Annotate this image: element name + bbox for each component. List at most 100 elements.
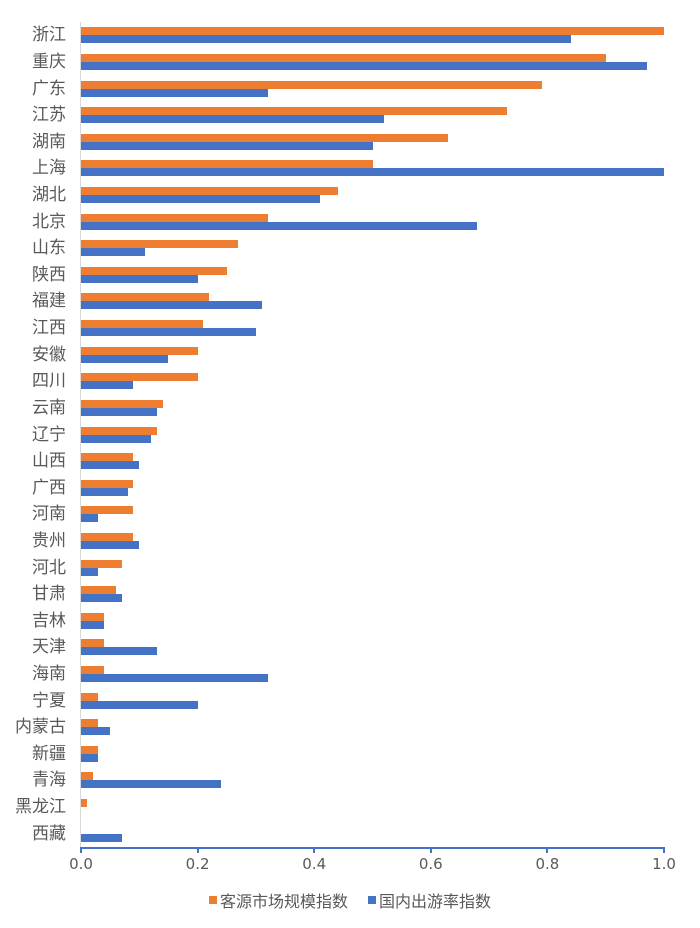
bar-market-size[interactable] <box>81 506 134 515</box>
bar-travel-rate[interactable] <box>81 407 157 416</box>
bar-market-size[interactable] <box>81 213 268 222</box>
bar-market-size[interactable] <box>81 160 373 169</box>
bar-travel-rate[interactable] <box>81 647 157 656</box>
bar-travel-rate[interactable] <box>81 141 373 150</box>
bar-market-size[interactable] <box>81 586 116 595</box>
bar-travel-rate[interactable] <box>81 727 111 736</box>
bar-market-size[interactable] <box>81 240 239 249</box>
bar-travel-rate[interactable] <box>81 674 268 683</box>
x-tick-label: 0.2 <box>185 855 210 873</box>
bar-market-size[interactable] <box>81 745 99 754</box>
bar-travel-rate[interactable] <box>81 301 262 310</box>
x-tick-mark <box>546 847 549 853</box>
bar-market-size[interactable] <box>81 373 198 382</box>
bar-travel-rate[interactable] <box>81 487 128 496</box>
x-tick-label: 0.4 <box>302 855 327 873</box>
category-label: 安徽 <box>32 344 66 365</box>
bar-travel-rate[interactable] <box>81 354 169 363</box>
legend-label: 客源市场规模指数 <box>219 892 348 911</box>
bar-market-size[interactable] <box>81 133 449 142</box>
bar-market-size[interactable] <box>81 612 105 621</box>
category-label: 宁夏 <box>32 690 66 711</box>
x-tick-mark <box>663 847 665 853</box>
category-label: 河南 <box>32 504 66 525</box>
bar-market-size[interactable] <box>81 399 163 408</box>
legend: 客源市场规模指数 国内出游率指数 <box>0 888 700 912</box>
bar-market-size[interactable] <box>81 53 606 62</box>
bar-market-size[interactable] <box>81 320 204 329</box>
bar-travel-rate[interactable] <box>81 61 647 70</box>
bar-market-size[interactable] <box>81 266 227 275</box>
category-label: 内蒙古 <box>15 717 66 738</box>
category-label: 广东 <box>32 78 66 99</box>
bar-travel-rate[interactable] <box>81 700 198 709</box>
bar-travel-rate[interactable] <box>81 620 105 629</box>
category-label: 山西 <box>32 451 66 472</box>
bar-travel-rate[interactable] <box>81 194 321 203</box>
x-tick-mark <box>196 847 199 853</box>
legend-label: 国内出游率指数 <box>379 892 492 911</box>
bar-travel-rate[interactable] <box>81 381 134 390</box>
category-label: 江西 <box>32 318 66 339</box>
bar-market-size[interactable] <box>81 453 134 462</box>
bar-travel-rate[interactable] <box>81 328 256 337</box>
bar-travel-rate[interactable] <box>81 594 122 603</box>
bar-market-size[interactable] <box>81 799 87 808</box>
x-tick-label: 0.6 <box>418 855 443 873</box>
category-label: 广西 <box>32 477 66 498</box>
bar-travel-rate[interactable] <box>81 248 146 257</box>
category-label: 山东 <box>32 238 66 259</box>
bar-travel-rate[interactable] <box>81 115 385 124</box>
bar-market-size[interactable] <box>81 666 105 675</box>
bar-market-size[interactable] <box>81 639 105 648</box>
bar-market-size[interactable] <box>81 479 134 488</box>
category-label: 河北 <box>32 557 66 578</box>
bar-market-size[interactable] <box>81 719 99 728</box>
bar-travel-rate[interactable] <box>81 434 151 443</box>
category-label: 黑龙江 <box>15 797 66 818</box>
bar-market-size[interactable] <box>81 186 338 195</box>
bar-market-size[interactable] <box>81 772 93 781</box>
bar-market-size[interactable] <box>81 27 664 36</box>
bar-market-size[interactable] <box>81 80 542 89</box>
category-label: 天津 <box>32 637 66 658</box>
bar-travel-rate[interactable] <box>81 540 140 549</box>
category-label: 甘肃 <box>32 584 66 605</box>
bar-market-size[interactable] <box>81 559 122 568</box>
legend-item-market-size[interactable]: 客源市场规模指数 <box>208 888 348 912</box>
bar-market-size[interactable] <box>81 692 99 701</box>
x-tick-mark <box>313 847 316 853</box>
category-label: 陕西 <box>32 264 66 285</box>
bar-market-size[interactable] <box>81 532 134 541</box>
bar-travel-rate[interactable] <box>81 780 221 789</box>
x-axis-line <box>81 847 665 849</box>
category-label: 湖南 <box>32 131 66 152</box>
bar-market-size[interactable] <box>81 426 157 435</box>
category-label: 新疆 <box>32 743 66 764</box>
bar-travel-rate[interactable] <box>81 753 99 762</box>
category-label: 云南 <box>32 397 66 418</box>
bar-travel-rate[interactable] <box>81 461 140 470</box>
bar-travel-rate[interactable] <box>81 567 99 576</box>
legend-swatch-blue-icon <box>368 896 376 904</box>
legend-swatch-orange-icon <box>208 896 217 904</box>
y-axis-line <box>80 22 81 848</box>
bar-travel-rate[interactable] <box>81 168 664 177</box>
x-tick-label: 0.0 <box>69 855 93 873</box>
bar-market-size[interactable] <box>81 346 198 355</box>
legend-item-travel-rate[interactable]: 国内出游率指数 <box>368 888 491 912</box>
category-label: 北京 <box>32 211 66 232</box>
x-tick-label: 1.0 <box>652 855 676 873</box>
bar-travel-rate[interactable] <box>81 514 99 523</box>
x-tick-mark <box>429 847 432 853</box>
bar-travel-rate[interactable] <box>81 274 198 283</box>
category-label: 吉林 <box>32 610 66 631</box>
bar-travel-rate[interactable] <box>81 88 268 97</box>
bar-travel-rate[interactable] <box>81 221 478 230</box>
bar-market-size[interactable] <box>81 107 507 116</box>
x-tick-mark <box>80 847 82 853</box>
category-label: 辽宁 <box>32 424 66 445</box>
bar-market-size[interactable] <box>81 293 210 302</box>
bar-travel-rate[interactable] <box>81 35 571 44</box>
bar-travel-rate[interactable] <box>81 833 122 842</box>
